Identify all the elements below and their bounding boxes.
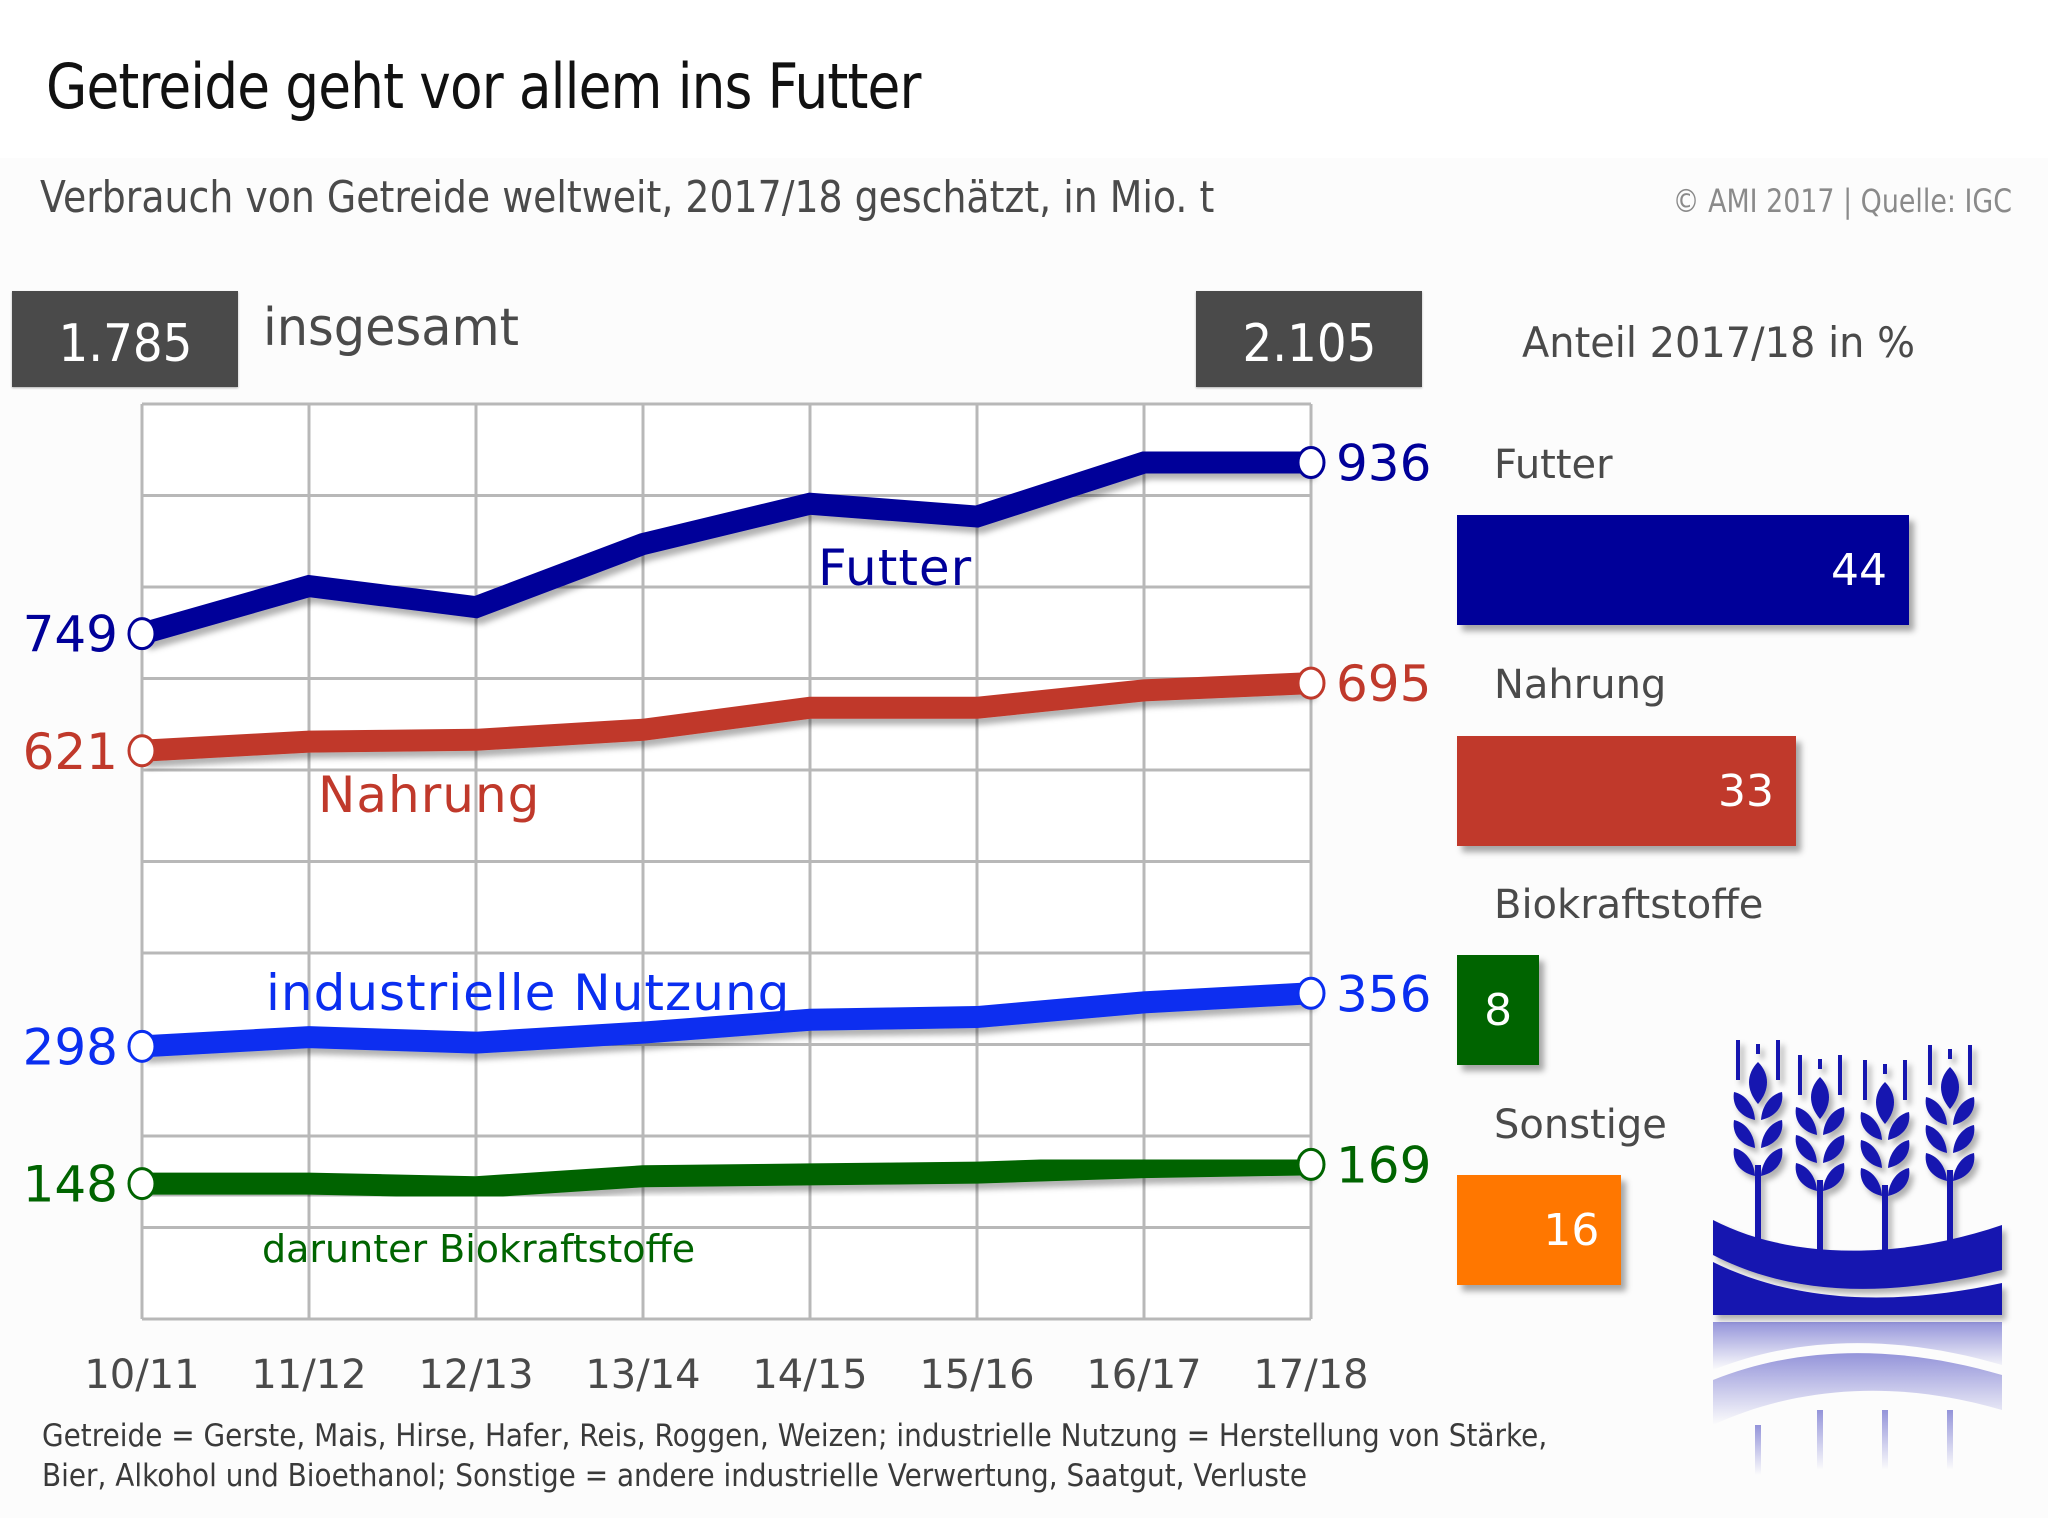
share-label: Nahrung bbox=[1494, 662, 1667, 708]
end-value-label: 169 bbox=[1336, 1136, 1431, 1194]
x-tick-label: 17/18 bbox=[1253, 1352, 1368, 1398]
end-value-label: 695 bbox=[1336, 655, 1431, 713]
footnote-line-2: Bier, Alkohol und Bioethanol; Sonstige =… bbox=[42, 1458, 1308, 1494]
page-title: Getreide geht vor allem ins Futter bbox=[46, 50, 921, 123]
share-bar-value: 8 bbox=[1484, 984, 1513, 1036]
source-credit: © AMI 2017 | Quelle: IGC bbox=[1672, 182, 2012, 220]
end-value-label: 356 bbox=[1336, 965, 1431, 1023]
share-label: Biokraftstoffe bbox=[1494, 882, 1764, 928]
series-line-3 bbox=[142, 1153, 1312, 1199]
share-bar: 16 bbox=[1457, 1175, 1622, 1285]
x-axis-ticks: 10/11 11/12 12/13 13/14 14/15 15/16 16/17 17/18 bbox=[84, 1352, 1368, 1398]
share-bar-value: 44 bbox=[1831, 544, 1887, 596]
series-name-label: darunter Biokraftstoffe bbox=[262, 1227, 695, 1271]
chart-series bbox=[127, 446, 1326, 1201]
data-point-marker bbox=[1296, 446, 1326, 480]
start-value-label: 148 bbox=[23, 1156, 118, 1214]
data-point-marker bbox=[1296, 976, 1326, 1010]
data-point-marker bbox=[1296, 1147, 1326, 1181]
total-end-value: 2.105 bbox=[1242, 314, 1376, 374]
end-value-label: 936 bbox=[1336, 435, 1431, 493]
series-name-label: Nahrung bbox=[318, 766, 540, 824]
x-tick-label: 10/11 bbox=[84, 1352, 199, 1398]
chart-subtitle: Verbrauch von Getreide weltweit, 2017/18… bbox=[40, 172, 1215, 223]
x-tick-label: 14/15 bbox=[752, 1352, 867, 1398]
x-tick-label: 12/13 bbox=[418, 1352, 533, 1398]
share-title: Anteil 2017/18 in % bbox=[1522, 318, 1916, 367]
series-name-label: Futter bbox=[818, 539, 972, 597]
share-bar: 44 bbox=[1457, 515, 1909, 625]
share-bar: 8 bbox=[1457, 955, 1540, 1065]
data-point-marker bbox=[127, 1167, 157, 1201]
series-line-1 bbox=[141, 672, 1312, 762]
total-start-value: 1.785 bbox=[58, 314, 192, 374]
total-label: insgesamt bbox=[263, 298, 520, 358]
x-tick-label: 11/12 bbox=[251, 1352, 366, 1398]
series-line-0 bbox=[138, 451, 1311, 645]
share-bar-value: 33 bbox=[1718, 765, 1774, 817]
x-tick-label: 13/14 bbox=[585, 1352, 700, 1398]
data-point-marker bbox=[1296, 666, 1326, 700]
share-label: Sonstige bbox=[1494, 1102, 1667, 1148]
share-label: Futter bbox=[1494, 442, 1613, 488]
start-value-label: 298 bbox=[23, 1018, 118, 1076]
series-line-2 bbox=[141, 982, 1312, 1058]
share-bar: 33 bbox=[1457, 736, 1796, 846]
data-point-marker bbox=[127, 1029, 157, 1063]
start-value-label: 621 bbox=[23, 723, 118, 781]
wheat-logo-icon bbox=[1713, 1040, 2002, 1475]
start-value-label: 749 bbox=[23, 606, 118, 664]
x-tick-label: 16/17 bbox=[1086, 1352, 1201, 1398]
total-start-box: 1.785 bbox=[12, 291, 238, 387]
x-tick-label: 15/16 bbox=[919, 1352, 1034, 1398]
total-end-box: 2.105 bbox=[1196, 291, 1422, 387]
series-labels: 749 936 621 695 298 356 148 169 Futter Nahrung ind… bbox=[23, 435, 1432, 1271]
data-point-marker bbox=[127, 734, 157, 768]
share-bar-value: 16 bbox=[1543, 1204, 1600, 1256]
footnote-line-1: Getreide = Gerste, Mais, Hirse, Hafer, R… bbox=[42, 1418, 1548, 1454]
series-name-label: industrielle Nutzung bbox=[266, 964, 790, 1022]
data-point-marker bbox=[127, 617, 157, 651]
